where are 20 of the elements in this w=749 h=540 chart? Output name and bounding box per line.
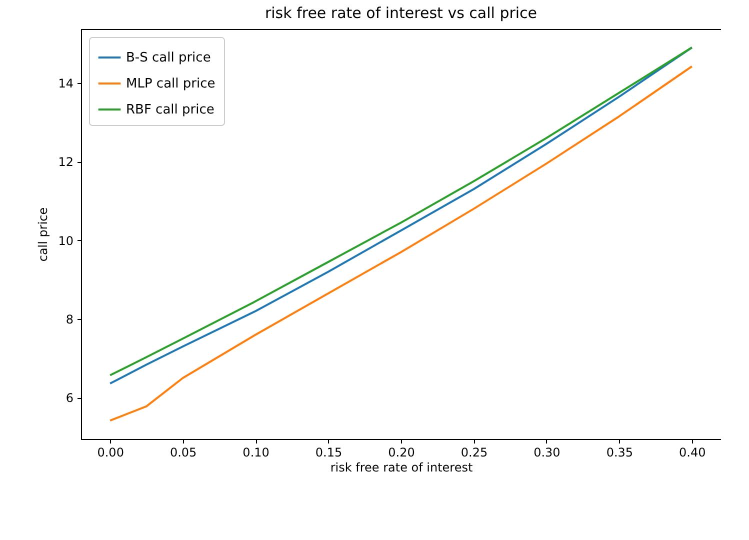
x-tick-label: 0.35 xyxy=(606,446,634,460)
x-axis-title: risk free rate of interest xyxy=(330,460,473,474)
x-tick-label: 0.05 xyxy=(170,446,197,460)
x-tick-label: 0.15 xyxy=(315,446,342,460)
x-tick-label: 0.25 xyxy=(460,446,488,460)
y-tick-label: 14 xyxy=(58,76,74,90)
x-tick-label: 0.40 xyxy=(679,446,706,460)
x-tick-label: 0.30 xyxy=(534,446,560,460)
y-axis-title: call price xyxy=(36,207,50,262)
y-tick-label: 6 xyxy=(66,391,74,406)
x-tick-label: 0.20 xyxy=(388,446,415,460)
legend-label: MLP call price xyxy=(126,76,216,92)
y-tick-label: 10 xyxy=(58,234,74,248)
y-tick-label: 8 xyxy=(66,312,74,326)
y-tick-label: 12 xyxy=(58,155,74,170)
x-tick-label: 0.10 xyxy=(242,446,270,460)
chart-title: risk free rate of interest vs call price xyxy=(264,4,538,22)
x-tick-label: 0.00 xyxy=(97,446,124,460)
legend-label: RBF call price xyxy=(126,102,214,118)
legend-label: B-S call price xyxy=(126,50,211,66)
